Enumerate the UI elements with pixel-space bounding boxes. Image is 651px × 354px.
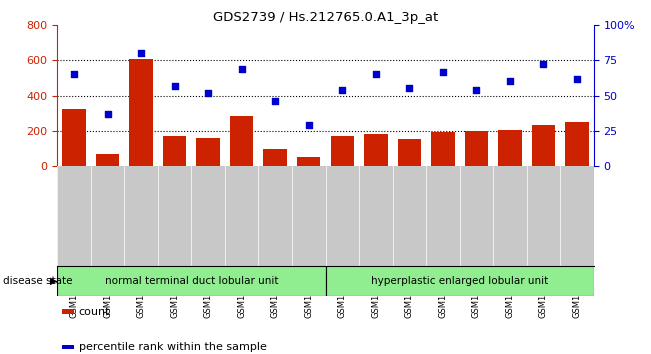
Point [538, 62, 549, 67]
Text: hyperplastic enlarged lobular unit: hyperplastic enlarged lobular unit [371, 275, 548, 286]
Text: ▶: ▶ [49, 275, 57, 286]
Point [370, 72, 381, 77]
Point [471, 87, 482, 93]
Bar [230, 116, 253, 166]
Bar [130, 59, 153, 166]
Bar [498, 130, 521, 166]
Point [505, 79, 515, 84]
Point [69, 72, 79, 77]
Bar [264, 149, 287, 166]
Bar [331, 136, 354, 166]
Text: percentile rank within the sample: percentile rank within the sample [79, 342, 267, 352]
Bar [57, 266, 326, 296]
Point [203, 90, 214, 96]
Point [136, 50, 146, 56]
Text: count: count [79, 307, 110, 316]
Bar [163, 136, 186, 166]
Point [404, 86, 415, 91]
Point [236, 66, 247, 72]
Point [270, 98, 281, 104]
Text: GDS2739 / Hs.212765.0.A1_3p_at: GDS2739 / Hs.212765.0.A1_3p_at [213, 11, 438, 24]
Bar [297, 156, 320, 166]
Point [169, 83, 180, 88]
Bar [398, 139, 421, 166]
Bar [326, 266, 594, 296]
Bar [62, 109, 86, 166]
Point [437, 69, 448, 74]
Point [102, 111, 113, 117]
Bar [96, 154, 119, 166]
Bar [364, 133, 387, 166]
Text: normal terminal duct lobular unit: normal terminal duct lobular unit [105, 275, 278, 286]
Point [572, 76, 582, 81]
Point [337, 87, 348, 93]
Bar [565, 122, 589, 166]
Point [303, 122, 314, 128]
Text: disease state: disease state [3, 275, 73, 286]
Bar [197, 138, 220, 166]
Bar [532, 125, 555, 166]
Bar [465, 131, 488, 166]
Bar [431, 132, 454, 166]
